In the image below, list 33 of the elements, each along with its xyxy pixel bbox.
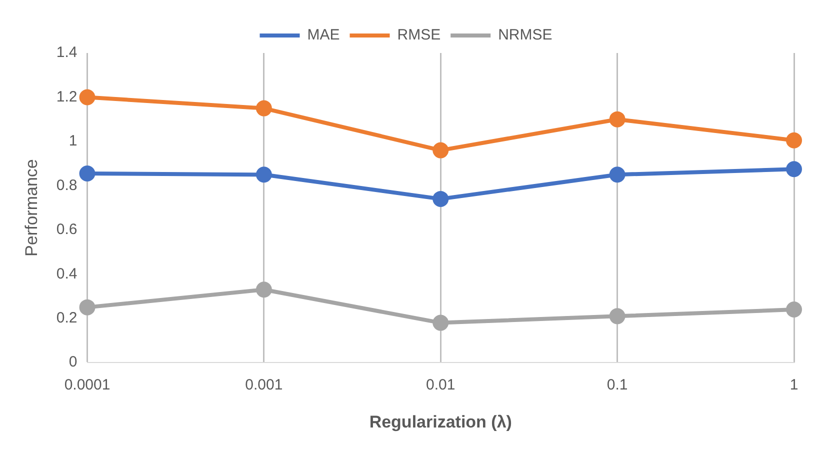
y-tick-label: 0.2	[56, 310, 78, 327]
point	[786, 302, 802, 318]
legend-label: NRMSE	[498, 26, 552, 44]
x-tick-label: 0.1	[606, 376, 628, 394]
x-axis-title: Regularization (λ)	[369, 412, 512, 432]
point	[79, 89, 96, 106]
point	[432, 190, 449, 207]
y-tick-label: 1	[68, 132, 78, 150]
x-tick-label: 0.01	[426, 376, 456, 394]
point	[609, 111, 626, 128]
point	[609, 166, 626, 183]
y-tick-label: 0.4	[56, 265, 78, 282]
x-tick-label: 0.0001	[64, 376, 110, 394]
y-tick-label: 1.2	[56, 88, 78, 106]
x-tick-label: 1	[790, 376, 798, 394]
point	[432, 314, 449, 331]
point	[609, 308, 626, 324]
point	[256, 100, 272, 116]
x-tick-label: 0.001	[245, 376, 283, 394]
legend-label: MAE	[307, 26, 340, 44]
point	[79, 166, 96, 182]
y-tick-label: 0	[68, 354, 78, 371]
y-tick-label: 0.8	[56, 176, 78, 194]
y-tick-label: 1.4	[56, 44, 78, 62]
point	[256, 166, 272, 183]
point	[786, 132, 802, 148]
legend-label: RMSE	[397, 26, 441, 44]
y-axis-title: Performance	[22, 159, 41, 256]
y-tick-label: 0.6	[56, 221, 78, 238]
point	[432, 142, 449, 158]
point	[79, 299, 96, 316]
point	[786, 161, 802, 178]
point	[256, 282, 272, 298]
